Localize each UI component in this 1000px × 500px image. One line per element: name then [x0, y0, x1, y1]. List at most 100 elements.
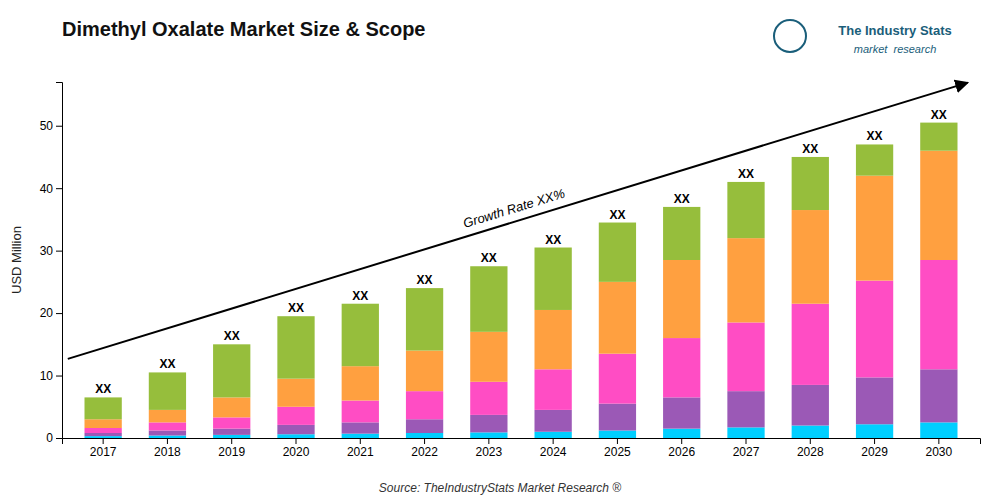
bar-segment — [470, 415, 507, 432]
series — [85, 151, 958, 428]
bar-segment — [535, 410, 572, 432]
logo-icon — [774, 20, 806, 52]
bar-segment — [277, 434, 314, 438]
bar-label: XX — [224, 329, 240, 343]
x-tick-label: 2024 — [540, 445, 567, 459]
bar-segment — [213, 344, 250, 397]
x-tick-mark — [296, 438, 297, 444]
x-axis: 2017201820192020202120222023202420252026… — [63, 438, 981, 459]
bar-segment — [727, 182, 764, 238]
x-tick-label: 2027 — [733, 445, 760, 459]
x-tick-mark — [938, 438, 939, 444]
x-tick-label: 2020 — [283, 445, 310, 459]
bar-segment — [856, 377, 893, 424]
bar-segment — [277, 379, 314, 407]
bar-label: XX — [545, 233, 561, 247]
bar-segment — [599, 431, 636, 438]
bar-segment — [727, 238, 764, 322]
bar-segment — [792, 210, 829, 304]
x-tick-mark — [424, 438, 425, 444]
x-tick-mark — [681, 438, 682, 444]
bar-segment — [149, 372, 186, 409]
bar-labels: XXXXXXXXXXXXXXXXXXXXXXXXXXXX — [95, 108, 947, 397]
source: Source: TheIndustryStats Market Research… — [379, 481, 621, 495]
bar-segment — [920, 151, 957, 260]
bar-segment — [406, 419, 443, 433]
bar-segment — [406, 288, 443, 350]
x-tick: 2027 — [733, 438, 760, 459]
bar-segment — [792, 426, 829, 438]
bar-segment — [663, 260, 700, 338]
x-tick: 2029 — [861, 438, 888, 459]
x-tick-label: 2026 — [668, 445, 695, 459]
x-tick: 2020 — [283, 438, 310, 459]
bar-label: XX — [288, 301, 304, 315]
bar-segment — [213, 417, 250, 428]
bar-label: XX — [95, 382, 111, 396]
bar-segment — [277, 407, 314, 425]
bar-segment — [599, 404, 636, 431]
plot: XXXXXXXXXXXXXXXXXXXXXXXXXXXXGrowth Rate … — [40, 83, 981, 459]
x-tick-mark — [553, 438, 554, 444]
x-tick-mark — [874, 438, 875, 444]
bar-label: XX — [159, 357, 175, 371]
bar-segment — [342, 304, 379, 366]
y-axis-title: USD Million — [9, 226, 24, 294]
bar-segment — [535, 248, 572, 310]
bars — [85, 123, 958, 438]
bar-segment — [920, 123, 957, 151]
y-tick-label: 30 — [40, 244, 54, 258]
x-tick-mark — [360, 438, 361, 444]
bar-segment — [599, 354, 636, 404]
bar-segment — [342, 401, 379, 423]
bar-segment — [213, 429, 250, 435]
y-axis: 01020304050 — [40, 83, 63, 446]
x-tick-mark — [103, 438, 104, 444]
bar-segment — [85, 436, 122, 438]
bar-segment — [856, 176, 893, 281]
y-tick-mark — [56, 188, 62, 189]
growth-label: Growth Rate XX% — [461, 186, 566, 231]
bar-segment — [470, 382, 507, 415]
x-tick-label: 2021 — [347, 445, 374, 459]
bar-segment — [85, 433, 122, 436]
bar-segment — [470, 332, 507, 382]
bar-segment — [149, 410, 186, 422]
bar-segment — [406, 433, 443, 438]
bar-segment — [792, 385, 829, 426]
bar-segment — [856, 144, 893, 175]
bar-segment — [535, 369, 572, 410]
bar-label: XX — [867, 129, 883, 143]
bar-segment — [856, 281, 893, 378]
bar-segment — [342, 366, 379, 400]
x-tick: 2019 — [218, 438, 245, 459]
y-tick: 20 — [40, 306, 62, 320]
y-tick-mark — [56, 438, 62, 439]
bar-segment — [727, 427, 764, 438]
bar-segment — [727, 322, 764, 391]
x-tick: 2018 — [154, 438, 181, 459]
x-tick: 2022 — [411, 438, 438, 459]
bar-segment — [856, 424, 893, 438]
title: Dimethyl Oxalate Market Size & Scope — [62, 18, 425, 40]
logo: The Industry Statsmarket research — [774, 20, 952, 55]
x-tick: 2028 — [797, 438, 824, 459]
bar-segment — [277, 425, 314, 434]
x-tick-label: 2028 — [797, 445, 824, 459]
bar-segment — [342, 434, 379, 438]
y-tick-label: 0 — [46, 431, 53, 445]
x-tick: 2021 — [347, 438, 374, 459]
x-tick-label: 2023 — [476, 445, 503, 459]
bar-segment — [535, 310, 572, 369]
y-tick-label: 40 — [40, 182, 54, 196]
bar-segment — [792, 304, 829, 385]
bar-label: XX — [802, 142, 818, 156]
x-tick: 2024 — [540, 438, 567, 459]
bar-segment — [663, 338, 700, 397]
x-tick-label: 2022 — [411, 445, 438, 459]
x-tick-mark — [617, 438, 618, 444]
bar-segment — [663, 207, 700, 260]
bar-label: XX — [738, 167, 754, 181]
y-tick-mark — [56, 126, 62, 127]
bar-segment — [85, 397, 122, 419]
